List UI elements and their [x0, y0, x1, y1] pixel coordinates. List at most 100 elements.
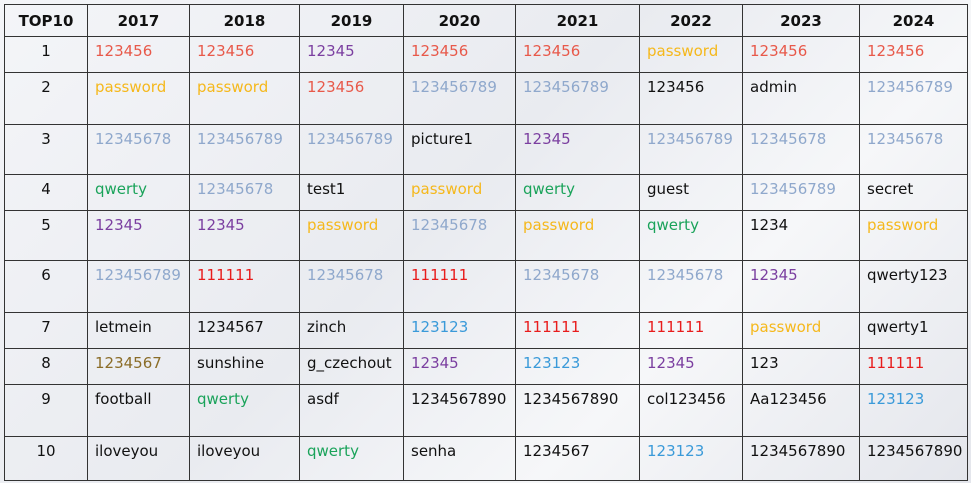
password-cell: admin [742, 72, 860, 125]
password-cell: Aa123456 [742, 384, 860, 437]
password-cell: 123456789 [87, 260, 190, 313]
password-cell: password [639, 36, 743, 73]
password-cell: 123456 [859, 36, 968, 73]
password-cell: picture1 [403, 124, 516, 175]
password-cell: 12345678 [87, 124, 190, 175]
header-cell: TOP10 [4, 4, 88, 37]
password-cell: 123456789 [859, 72, 968, 125]
password-cell: password [742, 312, 860, 349]
password-cell: letmein [87, 312, 190, 349]
password-cell: 12345 [515, 124, 640, 175]
password-cell: 12345678 [515, 260, 640, 313]
password-cell: 123456789 [189, 124, 300, 175]
password-cell: 123456789 [515, 72, 640, 125]
header-cell: 2021 [515, 4, 640, 37]
password-cell: 12345678 [189, 174, 300, 211]
header-cell: 2019 [299, 4, 404, 37]
password-cell: 12345678 [859, 124, 968, 175]
password-cell: 123456789 [639, 124, 743, 175]
password-cell: password [403, 174, 516, 211]
rank-cell: 4 [4, 174, 88, 211]
rank-cell: 10 [4, 436, 88, 481]
header-cell: 2022 [639, 4, 743, 37]
password-cell: 1234567890 [742, 436, 860, 481]
password-cell: test1 [299, 174, 404, 211]
password-cell: 1234567890 [403, 384, 516, 437]
password-cell: 123456 [742, 36, 860, 73]
password-cell: 12345678 [639, 260, 743, 313]
header-cell: 2017 [87, 4, 190, 37]
password-cell: 123456789 [403, 72, 516, 125]
password-cell: zinch [299, 312, 404, 349]
rank-cell: 1 [4, 36, 88, 73]
password-cell: 1234567 [515, 436, 640, 481]
password-cell: col123456 [639, 384, 743, 437]
password-cell: 1234567890 [515, 384, 640, 437]
rank-cell: 7 [4, 312, 88, 349]
password-cell: 1234567 [87, 348, 190, 385]
password-cell: 12345678 [403, 210, 516, 261]
password-cell: asdf [299, 384, 404, 437]
password-cell: secret [859, 174, 968, 211]
password-cell: 123456 [87, 36, 190, 73]
header-cell: 2020 [403, 4, 516, 37]
password-cell: qwerty1 [859, 312, 968, 349]
rank-cell: 8 [4, 348, 88, 385]
password-cell: qwerty [299, 436, 404, 481]
password-cell: 123456 [515, 36, 640, 73]
password-cell: qwerty123 [859, 260, 968, 313]
password-cell: 12345 [639, 348, 743, 385]
password-cell: football [87, 384, 190, 437]
password-cell: senha [403, 436, 516, 481]
password-cell: password [299, 210, 404, 261]
password-cell: 123123 [639, 436, 743, 481]
header-cell: 2024 [859, 4, 968, 37]
password-cell: 123456789 [742, 174, 860, 211]
password-cell: 12345678 [299, 260, 404, 313]
password-cell: 12345678 [742, 124, 860, 175]
password-cell: qwerty [189, 384, 300, 437]
header-cell: 2023 [742, 4, 860, 37]
password-cell: 111111 [859, 348, 968, 385]
password-cell: 1234 [742, 210, 860, 261]
rank-cell: 5 [4, 210, 88, 261]
password-cell: 123 [742, 348, 860, 385]
rank-cell: 3 [4, 124, 88, 175]
password-cell: password [189, 72, 300, 125]
password-cell: qwerty [87, 174, 190, 211]
password-cell: 12345 [299, 36, 404, 73]
password-cell: 1234567 [189, 312, 300, 349]
password-cell: 12345 [87, 210, 190, 261]
rank-cell: 9 [4, 384, 88, 437]
password-cell: 12345 [189, 210, 300, 261]
password-cell: 123123 [859, 384, 968, 437]
password-cell: 12345 [742, 260, 860, 313]
password-cell: password [859, 210, 968, 261]
password-cell: qwerty [515, 174, 640, 211]
password-cell: password [515, 210, 640, 261]
password-cell: sunshine [189, 348, 300, 385]
password-cell: 12345 [403, 348, 516, 385]
password-cell: 1234567890 [859, 436, 968, 481]
password-cell: 111111 [189, 260, 300, 313]
password-cell: 123456 [299, 72, 404, 125]
password-cell: 123456 [189, 36, 300, 73]
password-cell: 123456789 [299, 124, 404, 175]
password-cell: 123456 [639, 72, 743, 125]
password-cell: 111111 [639, 312, 743, 349]
password-cell: iloveyou [87, 436, 190, 481]
password-cell: 123123 [403, 312, 516, 349]
password-cell: 111111 [403, 260, 516, 313]
password-cell: 111111 [515, 312, 640, 349]
password-cell: 123456 [403, 36, 516, 73]
rank-cell: 6 [4, 260, 88, 313]
password-cell: qwerty [639, 210, 743, 261]
password-cell: guest [639, 174, 743, 211]
password-cell: password [87, 72, 190, 125]
password-cell: g_czechout [299, 348, 404, 385]
password-cell: 123123 [515, 348, 640, 385]
rank-cell: 2 [4, 72, 88, 125]
password-cell: iloveyou [189, 436, 300, 481]
header-cell: 2018 [189, 4, 300, 37]
